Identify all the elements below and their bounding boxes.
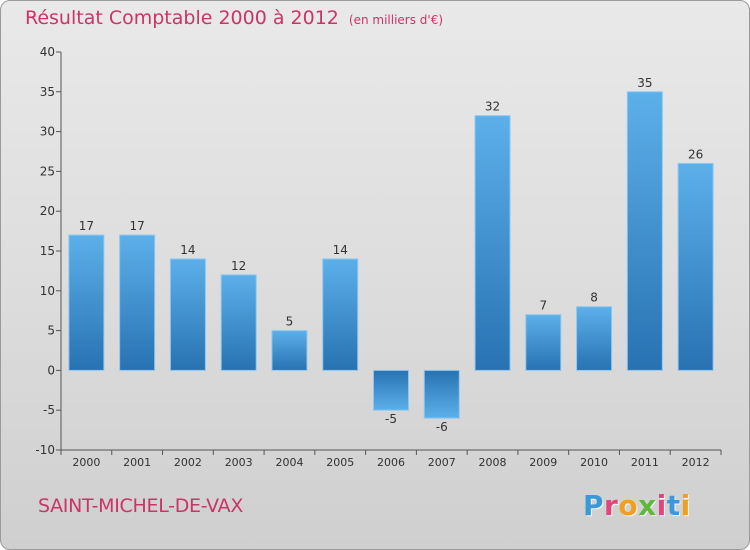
y-tick-label: -10 [35, 443, 55, 457]
logo-letter: i [656, 489, 667, 522]
y-tick-label: 25 [40, 164, 55, 178]
bar-2000 [68, 234, 105, 371]
bar-2004 [271, 330, 308, 371]
x-tick-label: 2005 [326, 456, 354, 469]
bar-2006 [373, 369, 409, 411]
x-tick-label: 2002 [174, 456, 202, 469]
data-label-2008: 32 [485, 100, 500, 114]
bar-2001 [119, 234, 156, 371]
data-labels-group: 17 17 14 12 5 14 -5 -6 32 7 8 35 26 [79, 76, 704, 434]
x-tick-label: 2008 [479, 456, 507, 469]
bar-2002 [169, 258, 206, 371]
x-tick-label: 2004 [275, 456, 303, 469]
logo-letter: t [666, 489, 681, 522]
chart-title: Résultat Comptable 2000 à 2012 (en millie… [25, 7, 443, 29]
proxiti-logo: Proxiti [583, 489, 691, 522]
data-label-2007: -6 [436, 420, 448, 434]
y-tick-label: 10 [40, 284, 55, 298]
data-label-2009: 7 [539, 299, 547, 313]
chart-title-text: Résultat Comptable 2000 à 2012 [25, 7, 339, 29]
x-tick-label: 2000 [72, 456, 100, 469]
axes: -10 -5 0 5 10 15 20 25 30 35 40 2000 2001 2002 2003 200… [35, 45, 722, 469]
data-label-2004: 5 [286, 315, 294, 329]
bar-2005 [322, 258, 359, 371]
data-label-2002: 14 [180, 243, 195, 257]
bar-2007 [423, 369, 460, 419]
x-tick-label: 2007 [428, 456, 456, 469]
logo-letter: i [680, 489, 691, 522]
data-label-2010: 8 [590, 291, 598, 305]
bar-2011 [626, 91, 663, 371]
y-tick-label: -5 [43, 403, 55, 417]
city-name: SAINT-MICHEL-DE-VAX [38, 495, 244, 517]
data-label-2011: 35 [637, 76, 652, 90]
data-label-2003: 12 [231, 259, 246, 273]
chart-subtitle: (en milliers d'€) [348, 13, 444, 27]
y-tick-label: 35 [40, 85, 55, 99]
logo-letter: P [583, 489, 605, 522]
data-label-2006: -5 [385, 412, 397, 426]
x-tick-label: 2001 [123, 456, 151, 469]
data-label-2001: 17 [130, 219, 145, 233]
data-label-2005: 14 [333, 243, 348, 257]
x-tick-label: 2003 [225, 456, 253, 469]
x-tick-label: 2006 [377, 456, 405, 469]
bar-2008 [474, 115, 511, 371]
bar-2012 [677, 162, 714, 371]
data-label-2000: 17 [79, 219, 94, 233]
y-tick-label: 15 [40, 244, 55, 258]
data-label-2012: 26 [688, 147, 703, 161]
bar-2010 [576, 306, 613, 371]
bar-2003 [220, 274, 257, 371]
logo-letter: o [618, 489, 639, 522]
x-tick-label: 2012 [682, 456, 710, 469]
y-tick-label: 30 [40, 125, 55, 139]
bar-2009 [525, 314, 562, 371]
y-tick-label: 20 [40, 204, 55, 218]
logo-letter: r [604, 489, 619, 522]
y-tick-label: 0 [47, 363, 55, 377]
x-tick-label: 2010 [580, 456, 608, 469]
x-tick-label: 2009 [529, 456, 557, 469]
x-tick-label: 2011 [631, 456, 659, 469]
logo-letter: x [638, 489, 657, 522]
bars-group [68, 91, 714, 419]
y-tick-label: 40 [40, 45, 55, 59]
y-tick-label: 5 [47, 324, 55, 338]
